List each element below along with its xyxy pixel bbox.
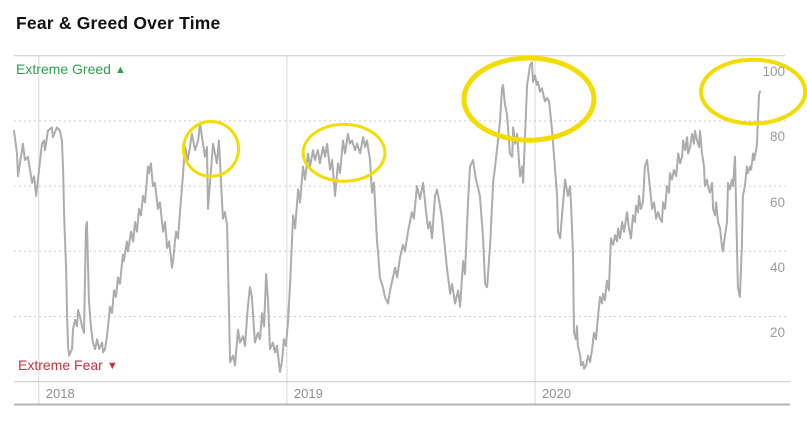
extreme-greed-label: Extreme Greed ▲: [16, 61, 126, 77]
triangle-up-icon: ▲: [114, 64, 126, 76]
highlight-ellipse-4: [699, 57, 807, 126]
extreme-fear-label: Extreme Fear ▼: [18, 357, 118, 373]
fear-greed-index-line: [13, 61, 761, 373]
y-axis-label-100: 100: [762, 64, 785, 80]
y-axis-label-20: 20: [769, 325, 785, 340]
x-axis-label-2020: 2020: [542, 386, 571, 401]
extreme-fear-text: Extreme Fear: [18, 357, 103, 373]
highlight-ellipse-3: [461, 55, 597, 143]
highlight-ellipse-2: [301, 122, 387, 183]
extreme-greed-text: Extreme Greed: [16, 61, 111, 77]
y-axis-label-40: 40: [769, 259, 785, 275]
y-axis-label-80: 80: [769, 129, 785, 145]
y-axis-label-60: 60: [769, 194, 785, 210]
x-axis-label-2019: 2019: [293, 386, 323, 401]
x-axis-label-2018: 2018: [45, 386, 75, 401]
highlight-ellipse-1: [182, 119, 240, 178]
chart-title: Fear & Greed Over Time: [16, 13, 221, 33]
triangle-down-icon: ▼: [106, 360, 118, 372]
